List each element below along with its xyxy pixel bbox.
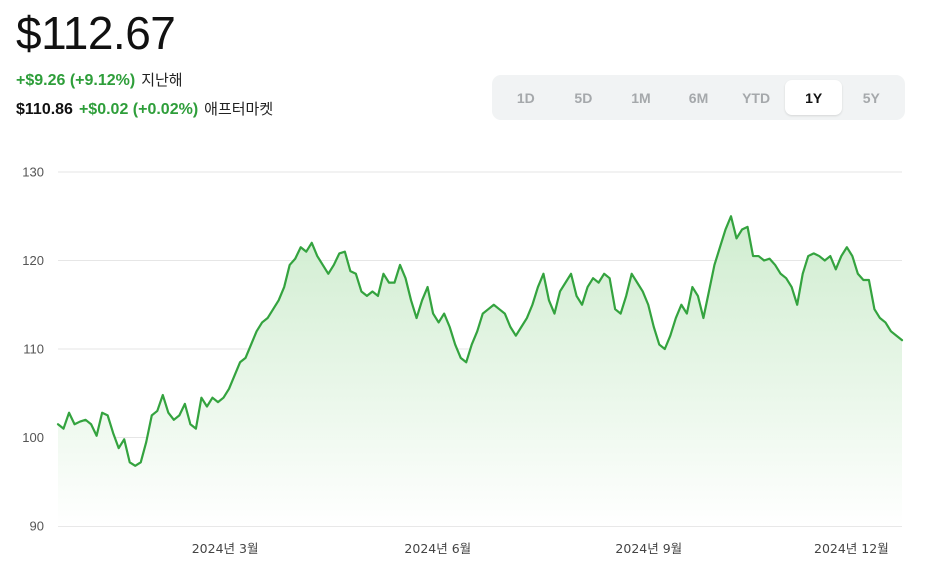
current-price: $112.67 <box>16 7 176 59</box>
price-line[interactable] <box>56 215 904 467</box>
range-ytd[interactable]: YTD <box>742 89 771 106</box>
x-tick-label: 2024년 6월 <box>404 541 471 556</box>
range-1m[interactable]: 1M <box>631 89 651 106</box>
after-market-row: $110.86 +$0.02 (+0.02%) 애프터마켓 <box>16 98 273 119</box>
range-6m[interactable]: 6M <box>688 89 709 106</box>
after-market-label: 애프터마켓 <box>204 100 274 118</box>
y-tick-label: 100 <box>22 430 44 445</box>
x-tick-label: 2024년 12월 <box>814 541 889 556</box>
y-axis-ticks: 90 100 110 120 130 <box>22 165 44 534</box>
range-1d[interactable]: 1D <box>516 89 535 106</box>
change-row: +$9.26 (+9.12%) 지난해 <box>16 69 183 90</box>
price-area-fill <box>58 216 902 526</box>
time-range-selector: 1D 5D 1M 6M YTD 1Y 5Y <box>492 75 905 120</box>
after-market-price: $110.86 <box>16 101 73 118</box>
y-tick-label: 90 <box>30 519 44 534</box>
x-tick-label: 2024년 9월 <box>615 541 682 556</box>
price-change: +$9.26 (+9.12%) <box>16 72 136 89</box>
y-tick-label: 110 <box>23 342 44 357</box>
y-tick-label: 120 <box>22 253 44 268</box>
y-tick-label: 130 <box>22 165 44 180</box>
after-market-change: +$0.02 (+0.02%) <box>78 101 199 118</box>
range-1y[interactable]: 1Y <box>784 80 843 115</box>
change-period: 지난해 <box>141 71 183 89</box>
x-axis-ticks: 2024년 3월 2024년 6월 2024년 9월 2024년 12월 <box>192 541 889 556</box>
x-tick-label: 2024년 3월 <box>192 541 259 556</box>
range-5y[interactable]: 5Y <box>862 89 880 106</box>
range-5d[interactable]: 5D <box>574 89 593 106</box>
